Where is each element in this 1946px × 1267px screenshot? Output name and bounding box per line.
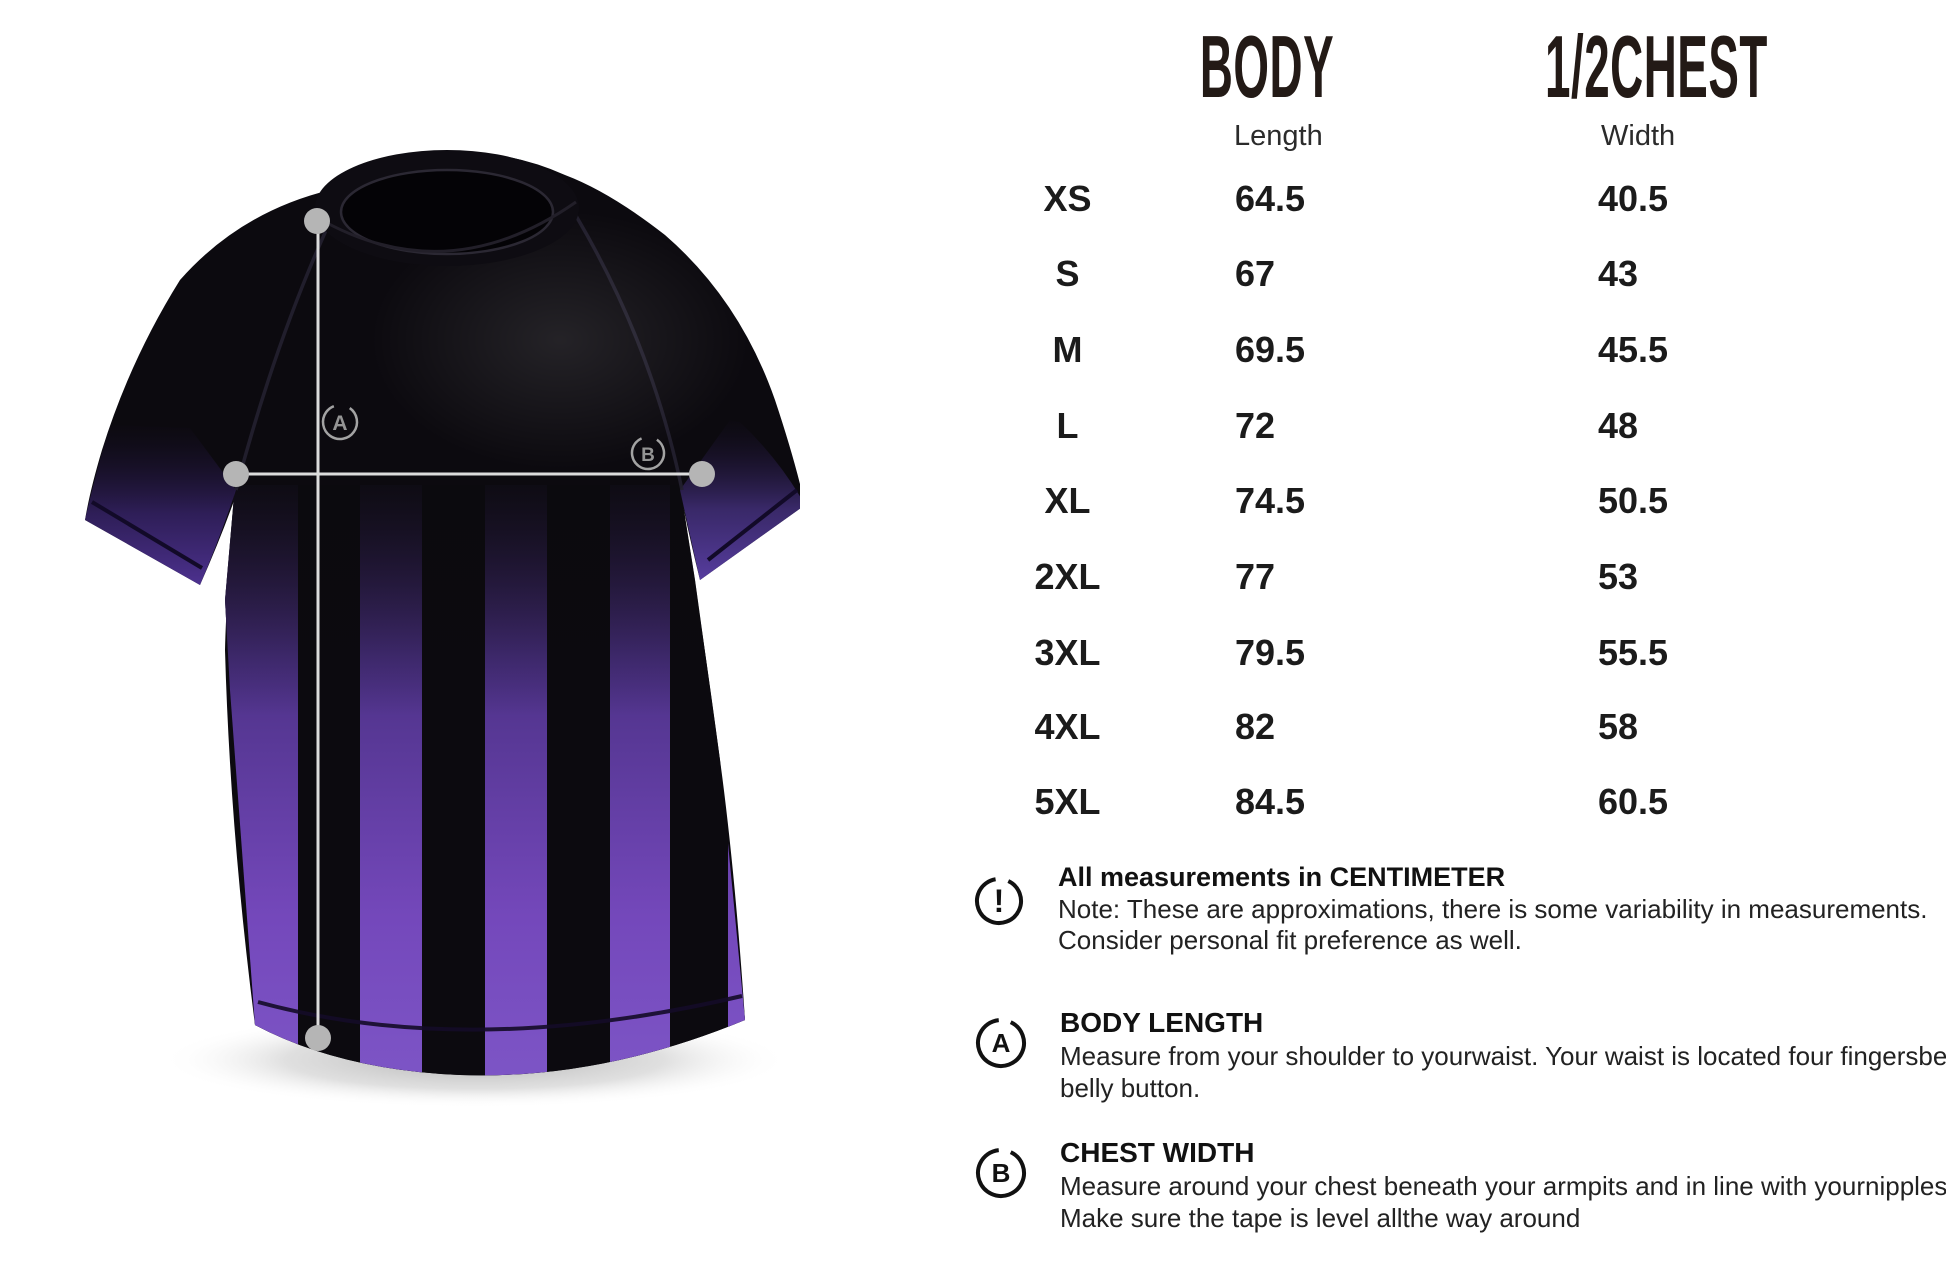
right-sleeve-fade [680,420,800,580]
body-length-value: 79.5 [1235,632,1306,673]
collar-opening [341,170,553,254]
chest-width-value: 40.5 [1598,178,1669,219]
column-subtitle-width: Width [1601,120,1676,152]
collar-seam [317,200,577,253]
units-note-line: Note: These are approximations, there is… [1058,894,1928,924]
chest-width-value: 53 [1598,556,1639,597]
body-length-value: 69.5 [1235,329,1306,370]
chest-right-dot [689,461,715,487]
body-length-value: 77 [1235,556,1276,597]
table-row: M 69.5 45.5 [980,325,1800,375]
column-header-body: BODY [1199,17,1335,116]
body-length-text: Measure from your shoulder to yourwaist.… [1060,1040,1946,1104]
marker-b-label: B [641,445,655,466]
body-length-value: 72 [1235,405,1276,446]
body-length-value: 82 [1235,706,1276,747]
jersey-diagram: A B [85,150,800,1108]
size-label: L [1056,405,1079,446]
table-row: 2XL 77 53 [980,552,1800,602]
size-label: 2XL [1034,556,1101,597]
chest-left-dot [223,461,249,487]
marker-a-circle: A [321,403,359,441]
collar-rim [339,168,555,256]
chest-width-value: 43 [1598,253,1639,294]
table-row: 3XL 79.5 55.5 [980,628,1800,678]
size-label: XL [1044,480,1091,521]
table-row: 5XL 84.5 60.5 [980,777,1800,827]
size-label: S [1055,253,1080,294]
chest-width-value: 50.5 [1598,480,1669,521]
marker-a-label: A [332,412,347,435]
chest-width-line: Make sure the tape is level allthe way a… [1060,1203,1581,1233]
svg-text:!: ! [994,883,1005,919]
body-length-title: BODY LENGTH [1060,1007,1264,1038]
size-label: 5XL [1034,781,1101,822]
size-label: M [1052,329,1083,370]
chest-width-value: 55.5 [1598,632,1669,673]
size-label: XS [1043,178,1092,219]
body-length-value: 84.5 [1235,781,1306,822]
svg-text:A: A [992,1028,1011,1058]
units-note-line: Consider personal fit preference as well… [1058,925,1522,955]
exclamation-icon: ! [975,877,1023,925]
right-cuff-stitch [706,488,799,562]
marker-b-circle: B [630,435,666,471]
table-row: 4XL 82 58 [980,702,1800,752]
svg-text:B: B [992,1158,1011,1188]
column-header-chest: 1/2CHEST [1545,17,1768,116]
chest-width-text: Measure around your chest beneath your a… [1060,1170,1946,1234]
hem-dot [305,1025,331,1051]
table-row: L 72 48 [980,401,1800,451]
units-note-text: Note: These are approximations, there is… [1058,894,1927,956]
body-length-line: Measure from your shoulder to yourwaist.… [1060,1041,1946,1071]
left-raglan-seam [234,199,342,491]
chest-width-line: Measure around your chest beneath your a… [1060,1171,1946,1201]
body-length-line: belly button. [1060,1073,1201,1103]
body-length-value: 67 [1235,253,1276,294]
table-row: XS 64.5 40.5 [980,174,1800,224]
size-label: 3XL [1034,632,1101,673]
units-note-title: All measurements in CENTIMETER [1058,862,1506,892]
chest-width-title: CHEST WIDTH [1060,1137,1255,1168]
column-subtitle-length: Length [1234,120,1323,152]
table-row: XL 74.5 50.5 [980,476,1800,526]
marker-a-icon: A [976,1018,1026,1068]
body-length-value: 64.5 [1235,178,1306,219]
fabric-sheen [370,210,750,470]
left-sleeve-fade [85,425,236,585]
chest-width-value: 45.5 [1598,329,1669,370]
shirt-stripes [225,485,745,1076]
size-label: 4XL [1034,706,1101,747]
shoulder-dot [304,208,330,234]
table-row: S 67 43 [980,249,1800,299]
chest-width-value: 60.5 [1598,781,1669,822]
marker-b-icon: B [976,1148,1026,1198]
chest-width-value: 58 [1598,706,1639,747]
chest-width-value: 48 [1598,405,1639,446]
body-length-value: 74.5 [1235,480,1306,521]
left-cuff-stitch [90,500,204,570]
